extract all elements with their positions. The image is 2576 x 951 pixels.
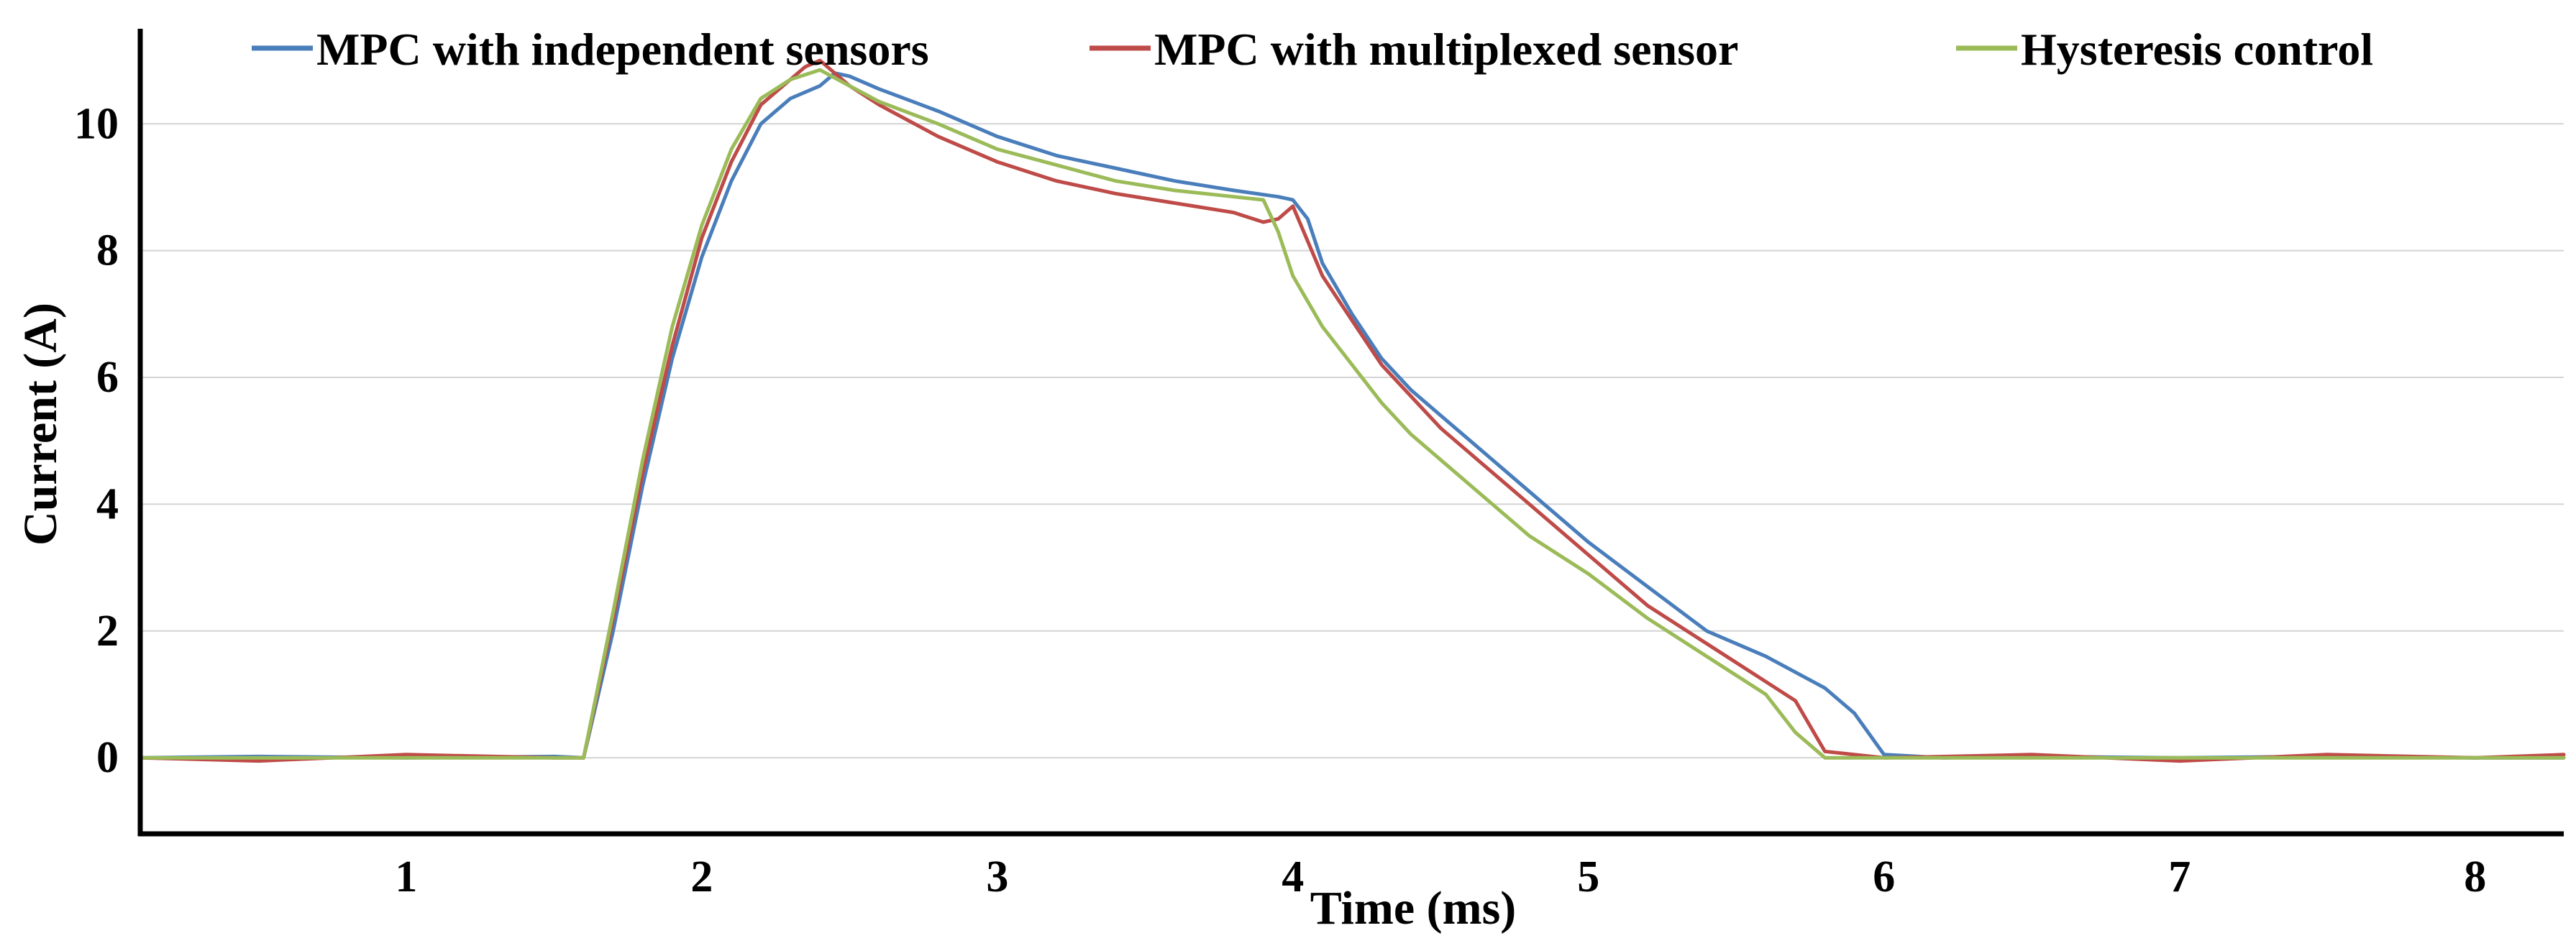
y-tick-label: 4 (96, 479, 119, 528)
x-tick-label: 6 (1873, 853, 1895, 901)
x-tick-label: 3 (986, 853, 1008, 901)
x-tick-label: 7 (2168, 853, 2191, 901)
legend-label: Hysteresis control (2021, 24, 2373, 75)
x-tick-label: 8 (2464, 853, 2486, 901)
gridlines (140, 123, 2564, 759)
y-tick-label: 2 (96, 607, 119, 656)
y-axis-title: Current (A) (14, 303, 67, 546)
x-tick-label: 5 (1577, 853, 1599, 901)
y-tick-label: 6 (96, 353, 119, 402)
series-line-1 (138, 58, 2566, 763)
x-tick-label: 2 (690, 853, 713, 901)
x-axis-title: Time (ms) (1310, 882, 1517, 934)
legend-label: MPC with independent sensors (316, 24, 929, 75)
y-tick-label: 8 (96, 226, 119, 275)
series-lines (138, 58, 2566, 763)
legend-label: MPC with multiplexed sensor (1154, 24, 1738, 75)
legend: MPC with independent sensors MPC with mul… (252, 24, 2373, 75)
series-line-0 (138, 71, 2566, 760)
series-line-2 (138, 68, 2566, 760)
y-tick-label: 0 (96, 733, 119, 782)
x-tick-label: 1 (395, 853, 417, 901)
x-tick-label: 4 (1282, 853, 1304, 901)
y-tick-label: 10 (74, 99, 119, 148)
y-tick-labels: 0 2 4 6 8 10 (74, 99, 119, 782)
x-tick-labels: 1 2 3 4 5 6 7 8 (395, 853, 2486, 901)
